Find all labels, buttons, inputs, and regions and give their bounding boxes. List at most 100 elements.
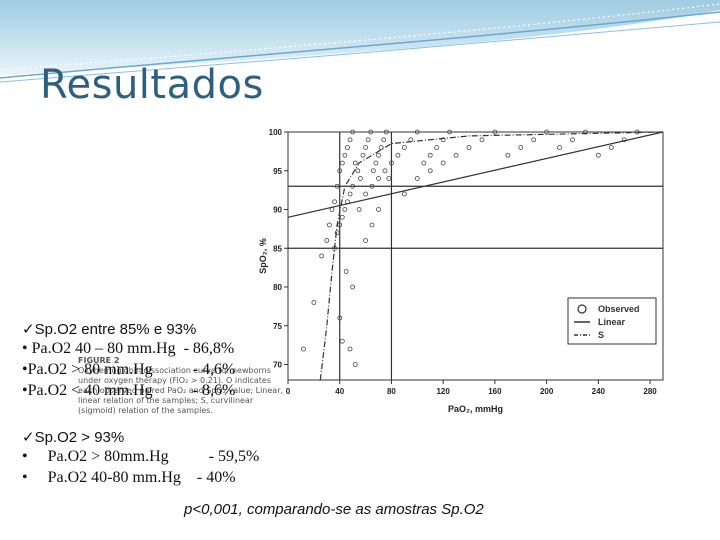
observed-point bbox=[401, 191, 407, 197]
observed-point bbox=[479, 137, 485, 143]
observed-point bbox=[608, 145, 614, 150]
observed-point bbox=[395, 152, 401, 158]
observed-point bbox=[382, 168, 388, 174]
y-tick-label: 85 bbox=[273, 244, 282, 253]
observed-point bbox=[621, 137, 627, 143]
observed-point bbox=[453, 152, 459, 158]
legend-label: Linear bbox=[598, 317, 626, 327]
y-axis-label: SpO₂, % bbox=[258, 238, 268, 274]
plot-frame bbox=[287, 131, 664, 381]
observed-point bbox=[570, 137, 575, 143]
observed-point bbox=[334, 183, 340, 189]
observed-point bbox=[427, 168, 433, 174]
observed-point bbox=[319, 253, 325, 259]
legend-label: Observed bbox=[598, 304, 640, 314]
observed-point bbox=[339, 160, 345, 166]
x-tick-label: 80 bbox=[387, 387, 396, 396]
observed-point bbox=[356, 207, 362, 212]
observed-point bbox=[492, 129, 498, 135]
observed-point bbox=[414, 176, 420, 181]
observed-point bbox=[358, 176, 363, 181]
observed-point bbox=[352, 362, 358, 367]
observed-point bbox=[345, 145, 350, 150]
observed-point bbox=[381, 137, 387, 143]
observed-point bbox=[421, 160, 427, 166]
x-tick-label: 120 bbox=[436, 387, 450, 396]
observed-point bbox=[557, 145, 562, 150]
observed-point bbox=[352, 160, 358, 166]
oxyhemoglobin-chart: 0 40 80 120 160 200 240 280 70 75 80 85 90 95 100 PaO₂,… bbox=[258, 128, 664, 414]
observed-point bbox=[339, 338, 345, 344]
observed-point bbox=[311, 300, 317, 305]
observed-point bbox=[373, 160, 379, 166]
x-tick-label: 240 bbox=[592, 387, 606, 396]
observed-point bbox=[401, 145, 407, 150]
observed-point bbox=[334, 230, 340, 236]
observed-point bbox=[363, 145, 368, 150]
observed-point bbox=[447, 129, 453, 135]
y-tick-label: 100 bbox=[269, 128, 283, 137]
observed-point bbox=[360, 152, 366, 158]
legend-observed-symbol bbox=[577, 304, 587, 314]
observed-point bbox=[368, 129, 374, 135]
observed-point bbox=[434, 145, 440, 150]
observed-point bbox=[466, 145, 472, 150]
observed-point bbox=[427, 152, 433, 158]
y-tick-label: 70 bbox=[273, 361, 282, 370]
decorative-header-band bbox=[0, 0, 720, 83]
observed-point bbox=[440, 160, 446, 166]
observed-point bbox=[595, 152, 601, 158]
observed-point bbox=[389, 160, 394, 166]
x-tick-label: 40 bbox=[335, 387, 344, 396]
observed-point bbox=[337, 168, 343, 174]
observed-point bbox=[326, 222, 332, 228]
observed-point bbox=[343, 269, 349, 274]
list-item: • Pa.O2 40-80 mm.Hg - 40% bbox=[22, 469, 236, 486]
observed-point bbox=[376, 176, 381, 181]
observed-point bbox=[365, 137, 371, 143]
observed-point bbox=[332, 199, 337, 205]
x-axis-label: PaO₂, mmHg bbox=[448, 404, 503, 414]
observed-point bbox=[350, 284, 356, 290]
x-tick-label: 200 bbox=[540, 387, 554, 396]
observed-point bbox=[350, 129, 356, 135]
y-tick-label: 95 bbox=[273, 167, 282, 176]
slide-title: Resultados bbox=[40, 62, 264, 108]
observed-point bbox=[378, 145, 384, 150]
checkmark-icon: ✓ bbox=[22, 429, 35, 446]
observed-point bbox=[414, 129, 420, 135]
legend-label: S bbox=[598, 330, 604, 340]
spo2-high-block: ✓Sp.O2 > 93% • Pa.O2 > 80mm.Hg - 59,5% •… bbox=[22, 428, 259, 488]
legend-box bbox=[567, 297, 657, 345]
spo2-mid-block: ✓Sp.O2 entre 85% e 93% • Pa.O2 40 – 80 m… bbox=[22, 320, 235, 401]
observed-point bbox=[363, 238, 368, 243]
observed-point bbox=[342, 152, 348, 158]
observed-point bbox=[518, 145, 524, 150]
observed-point bbox=[324, 238, 330, 243]
list-item: • Pa.O2 > 80mm.Hg - 59,5% bbox=[22, 448, 260, 465]
observed-point bbox=[363, 191, 368, 197]
y-tick-label: 90 bbox=[273, 206, 282, 215]
observed-point bbox=[337, 315, 343, 321]
spo2-mid-heading: ✓Sp.O2 entre 85% e 93% bbox=[22, 321, 197, 338]
caption-title: FIGURE 2 bbox=[78, 356, 120, 365]
observed-point bbox=[440, 137, 446, 143]
list-item: •Pa.O2 < 40 mm.Hg - 8,6% bbox=[22, 382, 236, 399]
caption-text: Oxyhemoglobin dissociation curve for new… bbox=[78, 366, 284, 415]
observed-point bbox=[531, 137, 537, 143]
observed-point bbox=[369, 183, 375, 189]
observed-point bbox=[355, 168, 361, 174]
y-tick-label: 75 bbox=[273, 322, 282, 331]
sigmoid-curve bbox=[319, 131, 664, 381]
x-tick-label: 160 bbox=[488, 387, 502, 396]
observed-point bbox=[301, 346, 306, 352]
figure-panel: 0 40 80 120 160 200 240 280 70 75 80 85 90 95 100 PaO₂,… bbox=[38, 112, 682, 417]
observed-point bbox=[347, 191, 353, 197]
p-value-note: p<0,001, comparando-se as amostras Sp.O2 bbox=[184, 501, 484, 518]
list-item: • Pa.O2 40 – 80 mm.Hg - 86,8% bbox=[22, 340, 235, 357]
observed-point bbox=[337, 222, 343, 228]
observed-point bbox=[347, 137, 353, 143]
observed-point bbox=[350, 183, 356, 189]
x-tick-label: 280 bbox=[643, 387, 657, 396]
spo2-high-heading: ✓Sp.O2 > 93% bbox=[22, 429, 125, 446]
